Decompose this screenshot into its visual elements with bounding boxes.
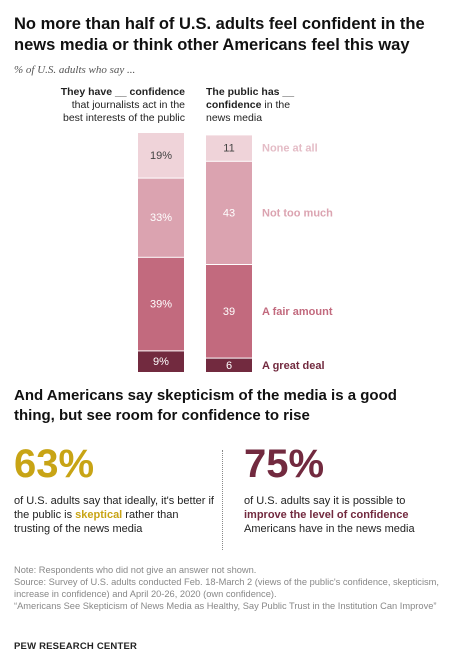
stat-text-part: Americans have in the news media bbox=[244, 523, 415, 535]
bar-value-label: 6 bbox=[226, 360, 232, 372]
bar-value-label: 39 bbox=[223, 306, 235, 318]
stat-value-skeptical: 63% bbox=[14, 442, 95, 486]
stat-highlight: improve the level of confidence bbox=[244, 509, 409, 521]
bar-segment-not-too-much bbox=[138, 178, 184, 257]
column-header-bold: confidence bbox=[206, 99, 262, 111]
stat-text-part: of U.S. adults say it is possible to bbox=[244, 495, 406, 507]
column-header-line: The public has __ bbox=[206, 86, 295, 98]
bar-value-label: 19% bbox=[150, 150, 172, 162]
legend-label: A fair amount bbox=[262, 306, 333, 318]
note-line: Note: Respondents who did not give an an… bbox=[14, 565, 257, 575]
legend-label: Not too much bbox=[262, 207, 333, 219]
stacked-bar-chart: 9% 39% 33% 19% 6 A great deal 39 A fair amount 4… bbox=[138, 133, 333, 372]
bar-segment-a-great-deal bbox=[206, 358, 252, 372]
section-title: And Americans say skepticism of the medi… bbox=[14, 387, 397, 424]
stat-text-improve: of U.S. adults say it is possible to imp… bbox=[244, 494, 444, 536]
bar-segment-a-fair-amount bbox=[138, 257, 184, 351]
stat-text-part: rather than trusting of the news media bbox=[14, 509, 179, 535]
legend-label: A great deal bbox=[262, 360, 325, 372]
bar-value-label: 11 bbox=[223, 143, 234, 155]
bar-segment-none-at-all bbox=[138, 133, 184, 178]
column-header-line: that journalists act in the bbox=[71, 99, 185, 111]
note-line: “Americans See Skepticism of News Media … bbox=[14, 601, 437, 611]
bar-segment-not-too-much bbox=[206, 161, 252, 264]
column-header-line: news media bbox=[206, 112, 263, 124]
stat-divider bbox=[222, 450, 223, 550]
stat-text-skeptical: of U.S. adults say that ideally, it's be… bbox=[14, 494, 214, 536]
column-header-line: confidence in the bbox=[206, 99, 316, 112]
bar-value-label: 33% bbox=[150, 212, 172, 224]
bar-segment-none-at-all bbox=[206, 135, 252, 161]
stat-value-improve: 75% bbox=[244, 442, 325, 486]
column-header-line: They have __ confidence bbox=[60, 86, 185, 98]
stat-text-part: of U.S. adults say that ideally, it's be… bbox=[14, 495, 214, 521]
bar-value-label: 9% bbox=[153, 356, 169, 368]
column-header-public-confidence: The public has __ confidence in the news… bbox=[206, 86, 316, 125]
bar-segment-a-fair-amount bbox=[206, 265, 252, 358]
note-line: Source: Survey of U.S. adults conducted … bbox=[14, 577, 439, 599]
brand-logo-text: PEW RESEARCH CENTER bbox=[14, 641, 138, 652]
legend-label: None at all bbox=[262, 143, 318, 155]
column-header-line: best interests of the public bbox=[63, 112, 185, 124]
bar-value-label: 39% bbox=[150, 299, 172, 311]
chart-title: No more than half of U.S. adults feel co… bbox=[14, 15, 425, 54]
chart-subtitle: % of U.S. adults who say ... bbox=[14, 64, 136, 76]
column-header-rest: in the bbox=[261, 99, 291, 111]
stat-highlight: skeptical bbox=[75, 509, 123, 521]
column-header-own-confidence: They have __ confidence that journalists… bbox=[40, 86, 185, 125]
bar-segment-a-great-deal bbox=[138, 351, 184, 372]
notes: Note: Respondents who did not give an an… bbox=[14, 564, 444, 612]
bar-value-label: 43 bbox=[223, 207, 235, 219]
